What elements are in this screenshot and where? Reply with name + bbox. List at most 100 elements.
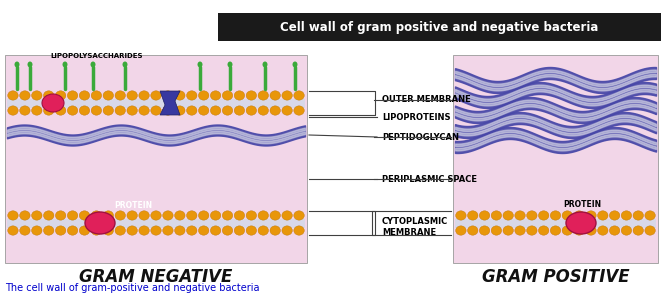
- Ellipse shape: [127, 91, 137, 100]
- Ellipse shape: [31, 106, 42, 115]
- Ellipse shape: [43, 211, 54, 220]
- Ellipse shape: [222, 226, 232, 235]
- Ellipse shape: [20, 226, 30, 235]
- Ellipse shape: [115, 106, 125, 115]
- Ellipse shape: [538, 226, 549, 235]
- Ellipse shape: [562, 211, 573, 220]
- Ellipse shape: [491, 211, 501, 220]
- Text: Cell wall of gram positive and negative bacteria: Cell wall of gram positive and negative …: [280, 20, 599, 34]
- Ellipse shape: [210, 106, 221, 115]
- Text: PROTEIN: PROTEIN: [563, 200, 601, 209]
- Ellipse shape: [55, 211, 66, 220]
- Ellipse shape: [31, 211, 42, 220]
- Ellipse shape: [20, 91, 30, 100]
- Ellipse shape: [597, 211, 608, 220]
- Ellipse shape: [103, 226, 113, 235]
- Ellipse shape: [55, 91, 66, 100]
- Ellipse shape: [8, 211, 18, 220]
- Ellipse shape: [262, 61, 268, 68]
- Ellipse shape: [55, 106, 66, 115]
- Ellipse shape: [174, 211, 185, 220]
- Ellipse shape: [20, 211, 30, 220]
- Ellipse shape: [198, 91, 209, 100]
- Ellipse shape: [468, 226, 478, 235]
- Ellipse shape: [151, 211, 161, 220]
- Ellipse shape: [79, 106, 90, 115]
- Ellipse shape: [139, 106, 149, 115]
- Ellipse shape: [222, 211, 232, 220]
- Ellipse shape: [294, 91, 304, 100]
- Ellipse shape: [270, 211, 280, 220]
- Text: The cell wall of gram-positive and negative bacteria: The cell wall of gram-positive and negat…: [5, 283, 260, 293]
- Ellipse shape: [151, 91, 161, 100]
- Ellipse shape: [174, 226, 185, 235]
- Ellipse shape: [258, 91, 268, 100]
- Ellipse shape: [292, 61, 298, 68]
- Ellipse shape: [503, 226, 513, 235]
- Ellipse shape: [633, 211, 643, 220]
- FancyBboxPatch shape: [218, 13, 661, 41]
- Text: LIPOPROTEINS: LIPOPROTEINS: [382, 112, 450, 122]
- Ellipse shape: [115, 211, 125, 220]
- Ellipse shape: [115, 91, 125, 100]
- Ellipse shape: [115, 226, 125, 235]
- FancyBboxPatch shape: [7, 99, 305, 107]
- Ellipse shape: [163, 226, 173, 235]
- Ellipse shape: [562, 226, 573, 235]
- Ellipse shape: [139, 211, 149, 220]
- Ellipse shape: [139, 226, 149, 235]
- FancyBboxPatch shape: [7, 219, 305, 227]
- Polygon shape: [160, 91, 180, 115]
- Ellipse shape: [43, 226, 54, 235]
- Ellipse shape: [282, 91, 292, 100]
- Ellipse shape: [550, 211, 561, 220]
- Ellipse shape: [550, 226, 561, 235]
- Ellipse shape: [198, 61, 202, 68]
- Text: GRAM POSITIVE: GRAM POSITIVE: [482, 268, 629, 286]
- Ellipse shape: [480, 211, 490, 220]
- Ellipse shape: [67, 106, 78, 115]
- Ellipse shape: [91, 61, 95, 68]
- Ellipse shape: [43, 91, 54, 100]
- Ellipse shape: [127, 106, 137, 115]
- Ellipse shape: [294, 226, 304, 235]
- Ellipse shape: [186, 211, 197, 220]
- Ellipse shape: [210, 91, 221, 100]
- Ellipse shape: [91, 226, 102, 235]
- Ellipse shape: [597, 226, 608, 235]
- Text: LIPOPOLYSACCHARIDES: LIPOPOLYSACCHARIDES: [51, 53, 143, 58]
- Ellipse shape: [566, 212, 596, 234]
- Ellipse shape: [63, 61, 67, 68]
- Ellipse shape: [198, 106, 209, 115]
- Ellipse shape: [127, 226, 137, 235]
- Ellipse shape: [163, 91, 173, 100]
- Ellipse shape: [222, 106, 232, 115]
- Ellipse shape: [67, 211, 78, 220]
- Ellipse shape: [645, 211, 655, 220]
- Text: PROTEIN: PROTEIN: [114, 201, 152, 210]
- Ellipse shape: [79, 91, 90, 100]
- Ellipse shape: [234, 106, 244, 115]
- Text: CYTOPLASMIC
MEMBRANE: CYTOPLASMIC MEMBRANE: [382, 217, 448, 237]
- Ellipse shape: [186, 106, 197, 115]
- Ellipse shape: [246, 106, 256, 115]
- Ellipse shape: [609, 211, 620, 220]
- Ellipse shape: [67, 91, 78, 100]
- Ellipse shape: [258, 226, 268, 235]
- Ellipse shape: [294, 211, 304, 220]
- Ellipse shape: [163, 106, 173, 115]
- Ellipse shape: [258, 106, 268, 115]
- Ellipse shape: [574, 211, 584, 220]
- Ellipse shape: [91, 211, 102, 220]
- Ellipse shape: [186, 91, 197, 100]
- Ellipse shape: [480, 226, 490, 235]
- Ellipse shape: [294, 106, 304, 115]
- Ellipse shape: [8, 226, 18, 235]
- Ellipse shape: [139, 91, 149, 100]
- Ellipse shape: [210, 226, 221, 235]
- Ellipse shape: [468, 211, 478, 220]
- Ellipse shape: [174, 106, 185, 115]
- FancyBboxPatch shape: [455, 219, 656, 227]
- Ellipse shape: [621, 226, 631, 235]
- Ellipse shape: [43, 106, 54, 115]
